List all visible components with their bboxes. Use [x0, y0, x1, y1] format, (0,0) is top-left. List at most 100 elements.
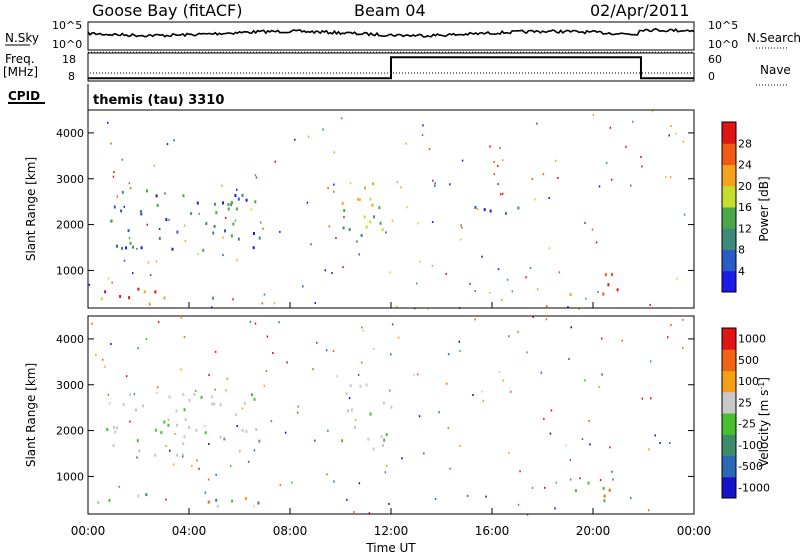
range-cell — [474, 290, 476, 292]
range-cell — [570, 326, 572, 329]
range-cell — [641, 165, 643, 168]
range-cell — [428, 148, 431, 151]
range-cell — [592, 113, 594, 116]
range-cell — [183, 224, 186, 227]
range-cell — [230, 201, 233, 204]
range-cell — [554, 159, 557, 162]
range-cell — [447, 427, 450, 430]
range-cell — [207, 500, 210, 504]
range-cell — [160, 431, 163, 435]
range-cell — [371, 203, 374, 207]
range-cell — [255, 176, 258, 179]
range-cell — [342, 266, 344, 269]
range-cell — [360, 361, 363, 364]
range-cell — [219, 403, 222, 407]
range-cell — [368, 512, 371, 515]
range-cell — [460, 224, 462, 227]
range-cell — [419, 260, 421, 263]
colorbar-swatch — [722, 476, 736, 499]
power-panel: 1000 2000 3000 4000 Slant Range [km] 4 8 12 16… — [24, 109, 771, 310]
range-cell — [91, 322, 93, 325]
range-cell — [129, 187, 132, 190]
range-cell — [598, 385, 600, 388]
range-cell — [682, 346, 684, 349]
ytick-label: 2000 — [56, 425, 84, 438]
range-cell — [196, 459, 198, 462]
velocity-colorbar: 1000 500 100 25 -25 -100 -500 -1000 — [721, 327, 770, 499]
range-cell — [294, 138, 296, 141]
range-cell — [174, 432, 177, 435]
range-cell — [605, 161, 608, 164]
range-cell — [421, 134, 424, 136]
range-cell — [196, 201, 199, 205]
noise-search-label: N.Search — [747, 31, 800, 45]
colorbar-swatch — [722, 455, 736, 478]
range-cell — [383, 438, 386, 442]
range-cell — [249, 320, 252, 323]
range-cell — [659, 441, 661, 444]
range-cell — [163, 296, 166, 300]
range-cell — [525, 276, 527, 279]
noise-sky-label: N.Sky — [5, 31, 39, 45]
range-cell — [129, 241, 132, 245]
range-cell — [356, 240, 358, 243]
range-cell — [106, 427, 109, 431]
range-cell — [489, 145, 491, 148]
range-cell — [115, 244, 118, 248]
colorbar-frame — [721, 121, 737, 293]
range-cell — [363, 215, 366, 219]
range-cell — [474, 318, 476, 321]
colorbar-swatch — [722, 328, 736, 350]
range-cell — [302, 285, 304, 288]
range-cell — [163, 420, 166, 424]
colorbar-tick: 28 — [738, 137, 752, 150]
range-cell — [346, 498, 348, 501]
range-cell — [502, 159, 504, 162]
range-cell — [367, 437, 370, 441]
range-cell — [182, 442, 185, 446]
colorbar-tick: -500 — [738, 460, 763, 473]
colorbar-swatch — [722, 185, 736, 208]
range-cell — [589, 443, 591, 446]
range-cell — [180, 368, 182, 371]
colorbar-tick: 20 — [738, 180, 752, 193]
range-cell — [469, 282, 471, 285]
range-cell — [601, 337, 603, 340]
range-cell — [651, 110, 654, 113]
range-cell — [546, 305, 548, 308]
colorbar-swatch — [722, 370, 736, 393]
range-cell — [284, 431, 287, 434]
range-cell — [182, 393, 185, 397]
range-cell — [145, 338, 148, 341]
range-cell — [390, 353, 392, 356]
range-cell — [389, 389, 391, 392]
colorbar-tick: 12 — [738, 222, 752, 235]
range-cell — [501, 299, 503, 301]
range-cell — [157, 321, 160, 324]
range-cell — [427, 307, 429, 310]
range-cell — [108, 402, 111, 405]
range-cell — [146, 189, 148, 193]
range-cell — [434, 182, 436, 185]
range-cell — [350, 408, 353, 412]
colorbar-swatch — [722, 413, 736, 435]
range-cell — [325, 349, 328, 352]
colorbar-tick: 25 — [738, 396, 752, 409]
range-cell — [526, 513, 529, 516]
range-cell — [107, 393, 110, 396]
range-cell — [567, 306, 569, 309]
range-cell — [341, 201, 344, 205]
colorbar-tick: 500 — [738, 354, 759, 367]
range-cell — [136, 439, 139, 443]
range-cell — [459, 238, 462, 241]
range-cell — [385, 465, 388, 468]
range-cell — [423, 452, 425, 455]
range-cell — [176, 453, 179, 457]
range-cell — [234, 219, 237, 222]
range-cell — [353, 511, 355, 513]
range-cell — [191, 464, 193, 467]
colorbar-tick: -100 — [738, 439, 763, 452]
range-cell — [432, 179, 434, 182]
colorbar-swatch — [722, 122, 736, 144]
noise-rtick-hi: 10^5 — [708, 19, 738, 32]
